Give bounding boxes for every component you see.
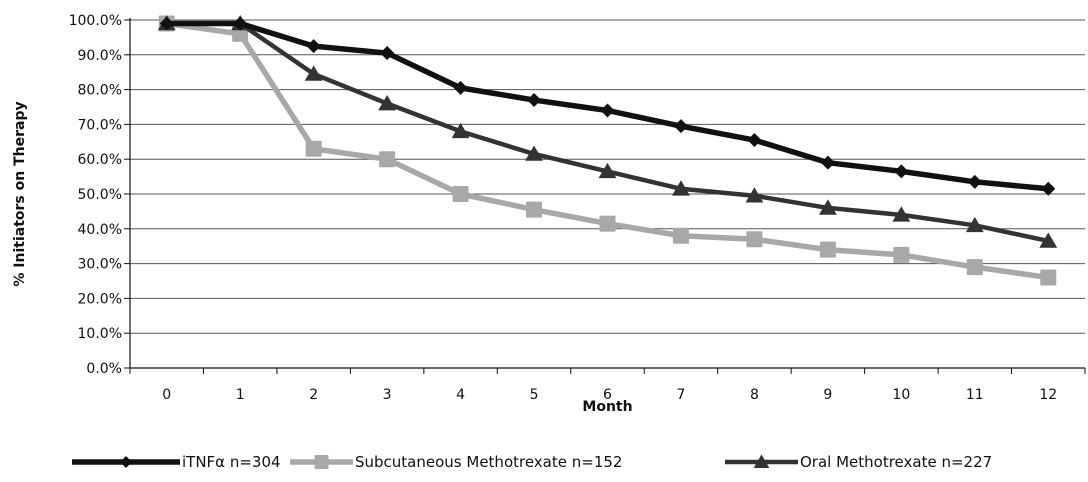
data-point <box>600 103 615 118</box>
data-point <box>306 39 321 54</box>
data-point <box>304 65 323 81</box>
x-tick-label: 0 <box>162 387 171 403</box>
data-point <box>820 155 835 170</box>
data-point <box>672 227 689 244</box>
legend-label: Oral Methotrexate n=227 <box>800 453 992 471</box>
legend-marker <box>753 454 770 468</box>
data-point <box>599 215 616 232</box>
series-group <box>157 14 1058 286</box>
legend-label: iTNFα n=304 <box>182 453 281 471</box>
legend-item: iTNFα n=304 <box>72 453 281 471</box>
data-point <box>451 122 470 139</box>
data-point <box>452 186 469 202</box>
y-axis-title: % Initiators on Therapy <box>12 101 28 286</box>
y-tick-label: 40.0% <box>78 222 122 238</box>
series-line <box>166 21 1049 244</box>
data-point <box>526 201 543 218</box>
legend-marker <box>314 455 329 469</box>
y-tick-label: 10.0% <box>78 326 122 342</box>
legend-item: Oral Methotrexate n=227 <box>725 453 992 471</box>
x-tick-label: 6 <box>603 387 612 403</box>
x-tick-label: 9 <box>823 387 832 403</box>
x-tick-label: 2 <box>309 387 318 403</box>
data-point <box>527 93 542 108</box>
data-point <box>598 162 617 179</box>
x-tick-label: 10 <box>892 387 910 403</box>
data-point <box>747 133 762 148</box>
data-point <box>1041 181 1056 196</box>
data-point <box>965 216 984 233</box>
x-tick-label: 1 <box>236 387 245 403</box>
data-point <box>966 259 983 276</box>
data-point <box>525 145 543 161</box>
y-tick-label: 100.0% <box>69 13 122 29</box>
x-tick-label: 5 <box>530 387 539 403</box>
data-point <box>745 187 764 203</box>
series-triangle <box>157 14 1058 248</box>
gridlines <box>130 19 1085 334</box>
y-tick-label: 90.0% <box>78 48 122 64</box>
legend: iTNFα n=304 Subcutaneous Methotrexate n=1… <box>72 453 992 471</box>
data-point <box>159 16 174 31</box>
data-point <box>819 241 836 258</box>
data-point <box>818 199 837 215</box>
legend-item: Subcutaneous Methotrexate n=152 <box>290 453 622 471</box>
series-diamond <box>159 16 1056 196</box>
x-tick-label: 12 <box>1039 387 1057 403</box>
data-point <box>453 80 468 95</box>
x-tick-label: 4 <box>456 387 465 403</box>
data-point <box>746 231 763 248</box>
x-tick-label: 7 <box>677 387 686 403</box>
data-point <box>233 16 248 31</box>
legend-marker <box>120 456 132 468</box>
y-tick-label: 80.0% <box>78 83 122 99</box>
data-point <box>1039 232 1058 248</box>
y-tick-label: 60.0% <box>78 152 122 168</box>
data-point <box>672 180 690 196</box>
axes: 0.0% 10.0% 20.0% 30.0% 40.0% 50.0% 60.0% 70.0% 8… <box>12 13 1086 415</box>
data-point <box>1040 269 1057 286</box>
data-point <box>893 246 910 263</box>
x-axis-title: Month <box>582 399 632 415</box>
data-point <box>305 140 322 157</box>
y-tick-label: 20.0% <box>78 291 122 307</box>
legend-label: Subcutaneous Methotrexate n=152 <box>355 453 622 471</box>
data-point <box>673 119 688 134</box>
data-point <box>378 95 397 111</box>
x-tick-label: 8 <box>750 387 759 403</box>
series-square <box>158 15 1057 286</box>
data-point <box>380 46 395 61</box>
y-tick-label: 0.0% <box>86 361 122 377</box>
data-point <box>379 151 396 168</box>
y-tick-label: 70.0% <box>78 117 122 133</box>
y-tick-label: 50.0% <box>78 187 122 203</box>
y-tick-label: 30.0% <box>78 257 122 273</box>
data-point <box>892 206 911 222</box>
data-point <box>967 174 982 189</box>
data-point <box>894 164 909 179</box>
x-tick-label: 11 <box>966 387 984 403</box>
x-tick-label: 3 <box>383 387 392 403</box>
